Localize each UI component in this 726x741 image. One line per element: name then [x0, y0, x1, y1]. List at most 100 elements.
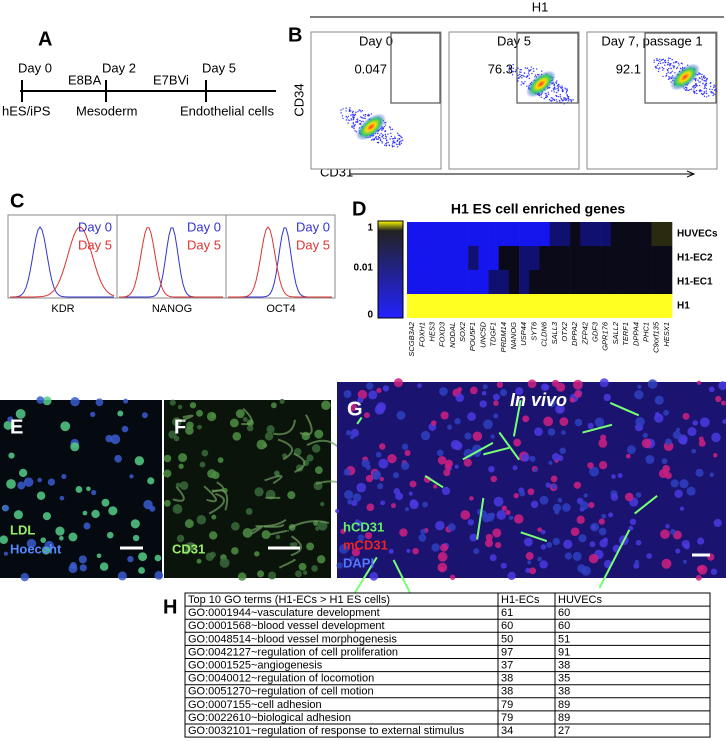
- event-dot: [693, 84, 696, 87]
- event-dot: [544, 96, 547, 99]
- heat-cell: [468, 270, 479, 294]
- cell: [675, 548, 681, 554]
- event-dot: [668, 57, 670, 59]
- cell: [209, 531, 218, 540]
- cell: [311, 444, 321, 453]
- event-dot: [557, 88, 560, 90]
- heat-cell: [590, 246, 601, 270]
- cell: [343, 390, 352, 398]
- heat-cell: [621, 294, 632, 318]
- event-dot: [360, 111, 362, 113]
- event-dot: [391, 146, 394, 148]
- event-dot: [390, 129, 392, 131]
- gene-label: SOX2: [458, 321, 467, 342]
- event-dot: [676, 60, 678, 63]
- event-dot: [354, 124, 356, 126]
- cell: [409, 499, 419, 510]
- table-cell: 91: [558, 646, 570, 658]
- event-dot: [670, 62, 672, 65]
- event-dot: [520, 69, 523, 71]
- event-dot: [686, 89, 688, 92]
- event-dot: [663, 60, 666, 62]
- event-dot: [559, 85, 561, 88]
- event-dot: [662, 58, 665, 61]
- heat-cell: [570, 222, 581, 246]
- event-dot: [351, 126, 353, 129]
- event-dot: [397, 134, 400, 136]
- cell: [513, 492, 519, 499]
- event-dot: [508, 66, 511, 68]
- event-dot: [349, 109, 351, 111]
- event-dot: [703, 85, 706, 87]
- event-dot: [519, 68, 521, 71]
- cell: [548, 460, 553, 465]
- scale-label: 1: [367, 223, 373, 234]
- vessel: [424, 475, 444, 489]
- cell: [231, 547, 239, 555]
- event-dot: [555, 99, 558, 101]
- event-dot: [357, 110, 359, 113]
- cell: [178, 463, 184, 469]
- stage-label: Endothelial cells: [180, 103, 274, 118]
- cell: [311, 565, 318, 572]
- vessel-network: [299, 414, 313, 436]
- cell: [713, 518, 722, 528]
- heat-cell: [478, 270, 489, 294]
- cell: [455, 393, 465, 403]
- event-dot: [390, 132, 392, 135]
- table-cell: 60: [501, 620, 513, 632]
- event-dot: [698, 81, 700, 83]
- cell: [507, 571, 516, 581]
- heat-cell: [621, 246, 632, 270]
- cell: [83, 522, 91, 530]
- heat-cell: [508, 246, 520, 270]
- cell: [365, 382, 374, 390]
- cell: [514, 514, 524, 524]
- event-dot: [667, 61, 669, 64]
- cell: [20, 573, 29, 582]
- cell: [625, 453, 631, 459]
- event-dot: [370, 113, 372, 115]
- event-dot: [569, 99, 572, 101]
- cell: [344, 490, 354, 500]
- cell: [570, 527, 580, 537]
- cell: [499, 388, 508, 397]
- cell: [196, 558, 202, 564]
- event-dot: [378, 136, 381, 139]
- cell: [348, 403, 357, 412]
- cell: [527, 560, 532, 565]
- cell: [231, 522, 240, 531]
- event-dot: [693, 86, 695, 88]
- event-dot: [669, 64, 672, 66]
- heat-cell: [661, 270, 673, 294]
- event-dot: [347, 122, 349, 124]
- heat-cell: [407, 270, 418, 294]
- cell: [484, 539, 494, 548]
- group-title: H1: [532, 0, 549, 14]
- event-dot: [352, 119, 355, 121]
- cell: [409, 480, 417, 488]
- cell: [715, 395, 722, 403]
- cell: [665, 472, 672, 480]
- event-dot: [511, 74, 514, 76]
- cell: [368, 390, 378, 400]
- cell: [661, 558, 672, 569]
- heat-cell: [427, 246, 438, 270]
- event-dot: [391, 144, 393, 146]
- cell: [610, 493, 619, 501]
- gene-label: FOXD3: [438, 321, 447, 347]
- event-dot: [702, 93, 705, 95]
- heat-cell: [508, 270, 520, 294]
- event-dot: [509, 67, 511, 70]
- heat-cell: [600, 270, 612, 294]
- vessel: [634, 495, 658, 515]
- event-dot: [702, 83, 704, 85]
- event-dot: [511, 67, 513, 69]
- event-dot: [545, 93, 548, 95]
- event-dot: [685, 87, 688, 89]
- cell: [184, 519, 194, 528]
- row-label: H1-EC2: [677, 253, 713, 264]
- heat-cell: [621, 270, 632, 294]
- event-dot: [570, 100, 573, 103]
- event-dot: [519, 73, 521, 76]
